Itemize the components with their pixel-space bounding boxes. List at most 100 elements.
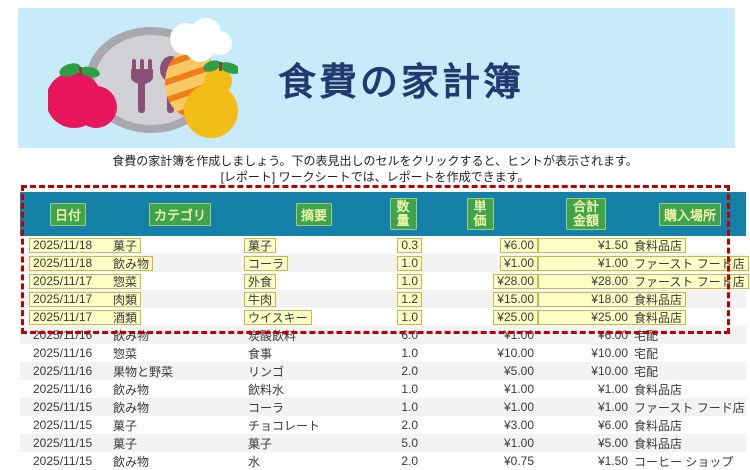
date-value: 2025/11/15 (33, 436, 93, 450)
whipped-cream-icon (170, 18, 232, 62)
quantity-cell[interactable]: 1.2 (397, 291, 422, 307)
total-place-cell[interactable]: ¥25.00 食料品店 (538, 309, 687, 325)
quantity-cell[interactable]: 2.0 (401, 364, 418, 378)
quantity-cell[interactable]: 2.0 (401, 454, 418, 468)
quantity-cell[interactable]: 0.3 (397, 237, 422, 253)
total-place-cell[interactable]: ¥28.00 ファースト フード店 (538, 273, 749, 289)
total-place-cell[interactable]: ¥1.00 食料品店 (538, 382, 686, 397)
date-category-cell[interactable]: 2025/11/15 飲み物 (29, 454, 153, 469)
description-cell[interactable]: 炭酸飲料 (248, 328, 297, 343)
quantity-cell[interactable]: 6.0 (401, 328, 418, 342)
pear-icon (184, 60, 238, 138)
table-rows: 2025/11/18 菓子 菓子 0.3 ¥6.00 ¥1.50 食料品店 20… (20, 236, 749, 470)
description-cell[interactable]: 菓子 (244, 237, 277, 253)
description-cell[interactable]: 飲料水 (248, 382, 285, 397)
total-place-cell[interactable]: ¥6.00 宅配 (538, 328, 662, 343)
header-place[interactable]: 購入場所 (658, 202, 721, 226)
unit-price-cell[interactable]: ¥6.00 (499, 237, 538, 253)
quantity-cell[interactable]: 1.0 (401, 400, 418, 414)
description-cell[interactable]: 食事 (248, 346, 273, 361)
quantity-cell[interactable]: 2.0 (401, 418, 418, 432)
description-cell[interactable]: リンゴ (248, 364, 285, 379)
date-value: 2025/11/18 (33, 238, 93, 252)
quantity-cell[interactable]: 1.0 (401, 382, 418, 396)
total-value: ¥5.00 (597, 436, 628, 450)
date-category-cell[interactable]: 2025/11/16 惣菜 (29, 346, 141, 361)
date-category-cell[interactable]: 2025/11/17 惣菜 (29, 273, 142, 289)
description-cell[interactable]: コーラ (244, 255, 289, 271)
header-description[interactable]: 摘要 (295, 202, 332, 226)
quantity-cell[interactable]: 1.0 (397, 273, 422, 289)
place-value: 宅配 (634, 346, 659, 361)
place-value: ファースト フード店 (634, 274, 745, 289)
unit-price-cell[interactable]: ¥1.00 (503, 400, 534, 414)
description-cell[interactable]: ウイスキー (244, 309, 312, 325)
place-value: 宅配 (634, 328, 659, 343)
total-place-cell[interactable]: ¥1.50 食料品店 (538, 237, 687, 253)
unit-price-cell[interactable]: ¥1.00 (503, 328, 534, 342)
place-value: ファースト フード店 (634, 400, 745, 415)
description-cell[interactable]: 水 (248, 454, 261, 469)
quantity-cell[interactable]: 5.0 (401, 436, 418, 450)
quantity-cell[interactable]: 1.0 (397, 255, 422, 271)
date-category-cell[interactable]: 2025/11/16 果物と野菜 (29, 364, 177, 379)
quantity-cell[interactable]: 1.0 (397, 309, 422, 325)
date-category-cell[interactable]: 2025/11/17 肉類 (29, 291, 142, 307)
description-cell[interactable]: 菓子 (248, 436, 273, 451)
date-value: 2025/11/18 (33, 256, 93, 270)
unit-price-cell[interactable]: ¥0.75 (503, 454, 534, 468)
place-value: コーヒー ショップ (634, 454, 734, 469)
date-category-cell[interactable]: 2025/11/16 飲み物 (29, 328, 153, 343)
date-category-cell[interactable]: 2025/11/15 菓子 (29, 436, 141, 451)
date-value: 2025/11/16 (33, 382, 93, 396)
date-category-cell[interactable]: 2025/11/18 飲み物 (29, 255, 154, 271)
date-category-cell[interactable]: 2025/11/15 菓子 (29, 418, 141, 433)
description-cell[interactable]: 外食 (244, 273, 277, 289)
place-value: 食料品店 (634, 436, 683, 451)
unit-price-cell[interactable]: ¥28.00 (493, 273, 538, 289)
description-cell[interactable]: 牛肉 (244, 291, 277, 307)
total-place-cell[interactable]: ¥1.50 コーヒー ショップ (538, 454, 737, 469)
intro-line-2: [レポート] ワークシートでは、レポートを作成できます。 (220, 170, 530, 184)
total-place-cell[interactable]: ¥18.00 食料品店 (538, 291, 687, 307)
header-date[interactable]: 日付 (49, 202, 86, 226)
unit-price-cell[interactable]: ¥25.00 (493, 309, 538, 325)
unit-price-cell[interactable]: ¥1.00 (503, 382, 534, 396)
total-place-cell[interactable]: ¥1.00 ファースト フード店 (538, 400, 749, 415)
place-value: 食料品店 (634, 292, 683, 307)
date-category-cell[interactable]: 2025/11/15 飲み物 (29, 400, 153, 415)
total-place-cell[interactable]: ¥6.00 食料品店 (538, 418, 686, 433)
unit-price-cell[interactable]: ¥1.00 (499, 255, 538, 271)
unit-price-cell[interactable]: ¥1.00 (503, 436, 534, 450)
total-place-cell[interactable]: ¥1.00 ファースト フード店 (538, 255, 749, 271)
date-category-cell[interactable]: 2025/11/18 菓子 (29, 237, 142, 253)
date-value: 2025/11/16 (33, 346, 93, 360)
date-category-cell[interactable]: 2025/11/16 飲み物 (29, 382, 153, 397)
total-value: ¥1.00 (597, 400, 628, 414)
header-unit-price[interactable]: 単価 (466, 198, 494, 230)
description-cell[interactable]: コーラ (248, 400, 285, 415)
header-category[interactable]: カテゴリ (148, 202, 211, 226)
total-value: ¥6.00 (597, 328, 628, 342)
date-category-cell[interactable]: 2025/11/17 酒類 (29, 309, 142, 325)
total-place-cell[interactable]: ¥5.00 食料品店 (538, 436, 686, 451)
category-value: 菓子 (113, 238, 138, 253)
description-cell[interactable]: チョコレート (248, 418, 321, 433)
total-value: ¥1.00 (597, 382, 628, 396)
unit-price-cell[interactable]: ¥5.00 (503, 364, 534, 378)
total-place-cell[interactable]: ¥10.00 宅配 (538, 346, 662, 361)
table-row: 2025/11/16 惣菜 食事 1.0 ¥10.00 ¥10.00 宅配 (20, 344, 746, 362)
quantity-cell[interactable]: 1.0 (401, 346, 418, 360)
total-value: ¥10.00 (591, 346, 628, 360)
table-row: 2025/11/17 肉類 牛肉 1.2 ¥15.00 ¥18.00 食料品店 (20, 290, 746, 308)
unit-price-cell[interactable]: ¥3.00 (503, 418, 534, 432)
date-value: 2025/11/15 (33, 400, 93, 414)
total-value: ¥10.00 (591, 364, 628, 378)
category-value: 果物と野菜 (113, 364, 174, 379)
total-place-cell[interactable]: ¥10.00 宅配 (538, 364, 662, 379)
unit-price-cell[interactable]: ¥15.00 (493, 291, 538, 307)
table-row: 2025/11/16 飲み物 飲料水 1.0 ¥1.00 ¥1.00 食料品店 (20, 380, 746, 398)
header-quantity[interactable]: 数量 (389, 198, 417, 230)
unit-price-cell[interactable]: ¥10.00 (497, 346, 534, 360)
header-total[interactable]: 合計金額 (566, 198, 606, 230)
